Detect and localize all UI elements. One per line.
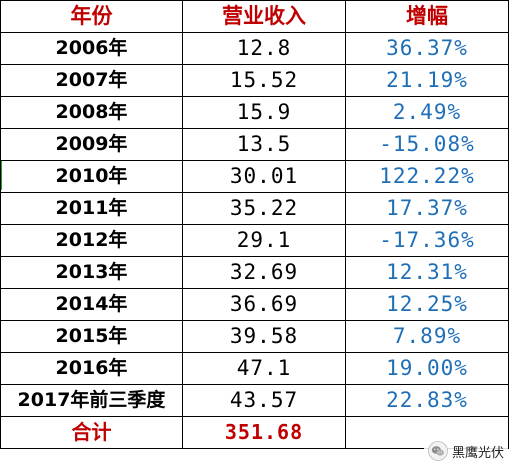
growth-cell[interactable]: 7.89% (345, 320, 509, 353)
year-cell[interactable]: 2007年 (0, 64, 183, 97)
revenue-cell[interactable]: 30.01 (182, 160, 346, 193)
year-cell[interactable]: 2010年 (0, 160, 183, 193)
table-row: 2009年 13.5 -15.08% (0, 128, 509, 161)
revenue-cell[interactable]: 15.52 (182, 64, 346, 97)
table-row: 2012年 29.1 -17.36% (0, 224, 509, 257)
table-row: 2006年 12.8 36.37% (0, 32, 509, 65)
growth-cell[interactable]: -17.36% (345, 224, 509, 257)
table-row: 2016年 47.1 19.00% (0, 352, 509, 385)
year-cell[interactable]: 2017年前三季度 (0, 384, 183, 417)
growth-cell[interactable]: 36.37% (345, 32, 509, 65)
watermark-text: 黑鹰光伏 (451, 445, 504, 461)
year-cell[interactable]: 2015年 (0, 320, 183, 353)
total-row: 合计 351.68 (0, 416, 509, 449)
growth-cell[interactable]: 122.22% (345, 160, 509, 193)
growth-cell[interactable]: 12.31% (345, 256, 509, 289)
growth-cell[interactable]: 19.00% (345, 352, 509, 385)
growth-cell[interactable]: 2.49% (345, 96, 509, 129)
watermark: 黑鹰光伏 (423, 439, 508, 463)
revenue-cell[interactable]: 39.58 (182, 320, 346, 353)
revenue-cell[interactable]: 36.69 (182, 288, 346, 321)
year-cell[interactable]: 2013年 (0, 256, 183, 289)
column-header[interactable]: 营业收入 (182, 0, 346, 33)
table-row: 2017年前三季度 43.57 22.83% (0, 384, 509, 417)
revenue-cell[interactable]: 29.1 (182, 224, 346, 257)
growth-cell[interactable]: 12.25% (345, 288, 509, 321)
revenue-cell[interactable]: 35.22 (182, 192, 346, 225)
table-row: 2011年 35.22 17.37% (0, 192, 509, 225)
growth-cell[interactable]: 22.83% (345, 384, 509, 417)
table-row: 2008年 15.9 2.49% (0, 96, 509, 129)
total-label-cell[interactable]: 合计 (0, 416, 183, 449)
table-row: 2013年 32.69 12.31% (0, 256, 509, 289)
year-cell[interactable]: 2016年 (0, 352, 183, 385)
growth-cell[interactable]: -15.08% (345, 128, 509, 161)
year-cell[interactable]: 2009年 (0, 128, 183, 161)
table-row: 2010年 30.01 122.22% (0, 160, 509, 193)
table-row: 2015年 39.58 7.89% (0, 320, 509, 353)
table-row: 2014年 36.69 12.25% (0, 288, 509, 321)
year-cell[interactable]: 2006年 (0, 32, 183, 65)
year-cell[interactable]: 2014年 (0, 288, 183, 321)
revenue-cell[interactable]: 43.57 (182, 384, 346, 417)
revenue-table: 年份 营业收入 增幅 2006年 12.8 36.37% 2007年 15.52 21.19% 2… (0, 0, 509, 449)
column-header[interactable]: 年份 (0, 0, 183, 33)
growth-cell[interactable]: 17.37% (345, 192, 509, 225)
total-revenue-cell[interactable]: 351.68 (182, 416, 346, 449)
year-cell[interactable]: 2012年 (0, 224, 183, 257)
wechat-icon (428, 441, 448, 461)
growth-cell[interactable]: 21.19% (345, 64, 509, 97)
year-cell[interactable]: 2011年 (0, 192, 183, 225)
revenue-cell[interactable]: 32.69 (182, 256, 346, 289)
revenue-cell[interactable]: 13.5 (182, 128, 346, 161)
header-row: 年份 营业收入 增幅 (0, 0, 509, 33)
column-header[interactable]: 增幅 (345, 0, 509, 33)
revenue-cell[interactable]: 12.8 (182, 32, 346, 65)
revenue-cell[interactable]: 15.9 (182, 96, 346, 129)
year-cell[interactable]: 2008年 (0, 96, 183, 129)
revenue-cell[interactable]: 47.1 (182, 352, 346, 385)
table-row: 2007年 15.52 21.19% (0, 64, 509, 97)
